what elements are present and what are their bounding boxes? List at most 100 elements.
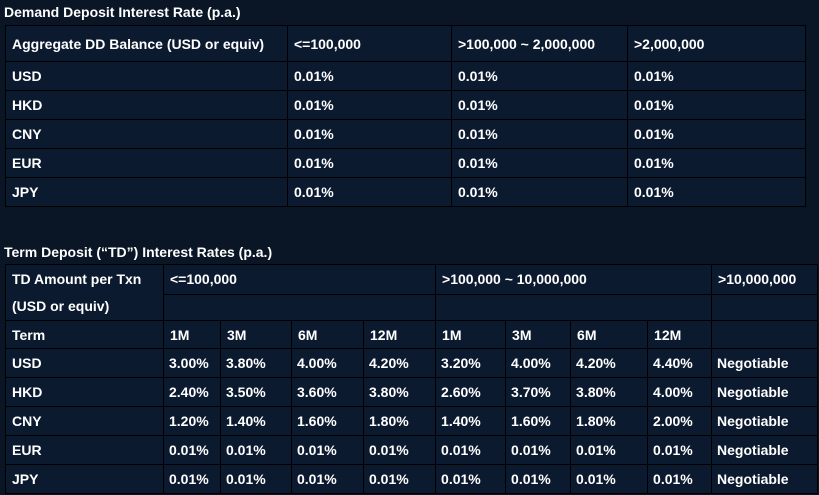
td-rate: 1.40% bbox=[435, 406, 507, 436]
dd-rate: 0.01% bbox=[287, 148, 452, 178]
dd-rate: 0.01% bbox=[451, 61, 628, 91]
demand-deposit-title: Demand Deposit Interest Rate (p.a.) bbox=[4, 4, 241, 20]
dd-row-usd: USD 0.01% 0.01% 0.01% bbox=[5, 61, 806, 91]
dd-row-jpy: JPY 0.01% 0.01% 0.01% bbox=[5, 177, 806, 207]
td-rate: 0.01% bbox=[220, 464, 292, 494]
td-term: 3M bbox=[220, 320, 292, 349]
dd-row-hkd: HKD 0.01% 0.01% 0.01% bbox=[5, 90, 806, 120]
td-row-hkd: HKD 2.40% 3.50% 3.60% 3.80% 2.60% 3.70% … bbox=[5, 377, 819, 407]
td-rate: 1.80% bbox=[362, 406, 437, 436]
td-currency: HKD bbox=[5, 377, 164, 407]
td-rate: 3.70% bbox=[505, 377, 572, 407]
td-amount-label: TD Amount per Txn (USD or equiv) bbox=[5, 264, 164, 321]
td-currency: USD bbox=[5, 348, 164, 378]
td-rate: 4.00% bbox=[291, 348, 364, 378]
dd-rate: 0.01% bbox=[627, 148, 806, 178]
dd-header-tier-1: <=100,000 bbox=[287, 25, 452, 62]
td-currency: JPY bbox=[5, 464, 164, 494]
td-rate: 0.01% bbox=[435, 464, 507, 494]
td-rate: 0.01% bbox=[291, 464, 364, 494]
term-deposit-title: Term Deposit (“TD”) Interest Rates (p.a.… bbox=[4, 244, 273, 260]
td-tier-2: >100,000 ~ 10,000,000 bbox=[435, 264, 713, 295]
term-deposit-table: TD Amount per Txn (USD or equiv) <=100,0… bbox=[5, 264, 819, 494]
td-currency: CNY bbox=[5, 406, 164, 436]
td-rate: 0.01% bbox=[163, 464, 221, 494]
td-tier-3-spacer bbox=[711, 294, 819, 322]
td-row-eur: EUR 0.01% 0.01% 0.01% 0.01% 0.01% 0.01% … bbox=[5, 435, 819, 465]
dd-currency: HKD bbox=[5, 90, 288, 120]
td-rate: 0.01% bbox=[570, 464, 649, 494]
td-tier-1: <=100,000 bbox=[162, 264, 437, 295]
dd-header-tier-3: >2,000,000 bbox=[627, 25, 806, 62]
td-rate: 3.80% bbox=[362, 377, 437, 407]
dd-header-balance: Aggregate DD Balance (USD or equiv) bbox=[5, 25, 288, 62]
dd-rate: 0.01% bbox=[627, 119, 806, 149]
td-rate: 2.00% bbox=[647, 406, 713, 436]
td-row-cny: CNY 1.20% 1.40% 1.60% 1.80% 1.40% 1.60% … bbox=[5, 406, 819, 436]
dd-rate: 0.01% bbox=[287, 177, 452, 207]
td-amount-row: TD Amount per Txn (USD or equiv) <=100,0… bbox=[5, 264, 819, 321]
dd-currency: JPY bbox=[5, 177, 288, 207]
td-rate: 0.01% bbox=[505, 464, 572, 494]
td-rate: 1.80% bbox=[570, 406, 649, 436]
td-term-row: Term 1M 3M 6M 12M 1M 3M 6M 12M bbox=[5, 320, 819, 349]
td-rate: 3.80% bbox=[220, 348, 292, 378]
td-term: 12M bbox=[647, 320, 713, 349]
td-rate: 1.60% bbox=[505, 406, 572, 436]
td-rate: 3.50% bbox=[220, 377, 292, 407]
td-rate-negotiable: Negotiable bbox=[711, 464, 819, 494]
td-term-label: Term bbox=[5, 320, 164, 349]
dd-rate: 0.01% bbox=[287, 90, 452, 120]
dd-rate: 0.01% bbox=[287, 61, 452, 91]
td-term-empty bbox=[711, 320, 819, 349]
td-rate-negotiable: Negotiable bbox=[711, 406, 819, 436]
td-rate: 0.01% bbox=[435, 435, 507, 465]
dd-rate: 0.01% bbox=[627, 90, 806, 120]
dd-row-eur: EUR 0.01% 0.01% 0.01% bbox=[5, 148, 806, 178]
td-rate: 4.20% bbox=[362, 348, 437, 378]
dd-row-cny: CNY 0.01% 0.01% 0.01% bbox=[5, 119, 806, 149]
dd-rate: 0.01% bbox=[287, 119, 452, 149]
td-tier-1-spacer bbox=[162, 294, 437, 322]
dd-rate: 0.01% bbox=[451, 148, 628, 178]
td-term: 6M bbox=[291, 320, 364, 349]
td-term: 6M bbox=[570, 320, 649, 349]
td-currency: EUR bbox=[5, 435, 164, 465]
dd-rate: 0.01% bbox=[627, 177, 806, 207]
td-rate: 0.01% bbox=[291, 435, 364, 465]
td-rate: 0.01% bbox=[163, 435, 221, 465]
td-rate: 1.40% bbox=[220, 406, 292, 436]
td-rate: 3.60% bbox=[291, 377, 364, 407]
td-rate-negotiable: Negotiable bbox=[711, 348, 819, 378]
dd-rate: 0.01% bbox=[451, 119, 628, 149]
td-tier-2-spacer bbox=[435, 294, 713, 322]
td-rate: 0.01% bbox=[362, 435, 437, 465]
td-amount-row-2 bbox=[6, 294, 819, 322]
td-rate: 2.40% bbox=[163, 377, 221, 407]
td-rate: 0.01% bbox=[505, 435, 572, 465]
td-rate: 0.01% bbox=[570, 435, 649, 465]
td-term: 1M bbox=[435, 320, 507, 349]
dd-header-row: Aggregate DD Balance (USD or equiv) <=10… bbox=[5, 25, 806, 62]
dd-currency: CNY bbox=[5, 119, 288, 149]
td-tier-3: >10,000,000 bbox=[711, 264, 819, 295]
td-term: 12M bbox=[362, 320, 437, 349]
td-rate: 4.20% bbox=[570, 348, 649, 378]
dd-rate: 0.01% bbox=[451, 177, 628, 207]
td-rate: 4.00% bbox=[505, 348, 572, 378]
td-rate: 2.60% bbox=[435, 377, 507, 407]
td-rate: 3.80% bbox=[570, 377, 649, 407]
td-amount-label-line-1: TD Amount per Txn bbox=[12, 271, 142, 287]
td-row-jpy: JPY 0.01% 0.01% 0.01% 0.01% 0.01% 0.01% … bbox=[5, 464, 819, 494]
demand-deposit-table: Aggregate DD Balance (USD or equiv) <=10… bbox=[5, 25, 806, 207]
dd-rate: 0.01% bbox=[451, 90, 628, 120]
td-amount-label-line-2: (USD or equiv) bbox=[12, 298, 110, 314]
td-rate: 4.40% bbox=[647, 348, 713, 378]
td-row-usd: USD 3.00% 3.80% 4.00% 4.20% 3.20% 4.00% … bbox=[5, 348, 819, 378]
td-rate-negotiable: Negotiable bbox=[711, 377, 819, 407]
td-term: 1M bbox=[163, 320, 221, 349]
td-rate: 0.01% bbox=[220, 435, 292, 465]
dd-currency: USD bbox=[5, 61, 288, 91]
td-rate: 1.60% bbox=[291, 406, 364, 436]
td-rate: 0.01% bbox=[362, 464, 437, 494]
